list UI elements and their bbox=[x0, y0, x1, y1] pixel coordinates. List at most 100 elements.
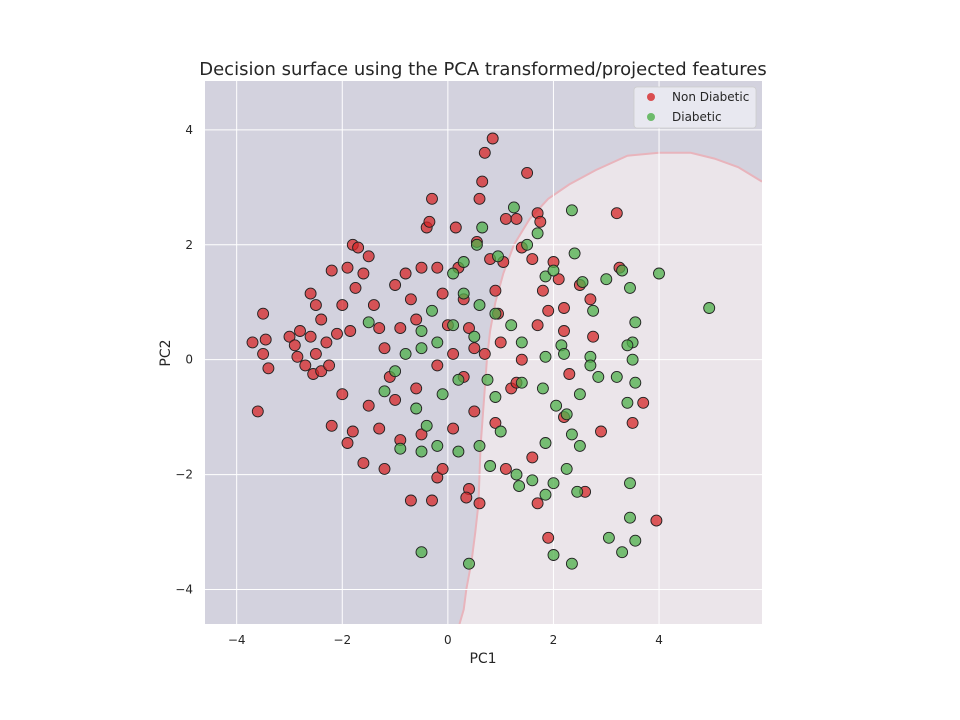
point-non-diabetic bbox=[489, 416, 502, 429]
point-non-diabetic bbox=[315, 313, 328, 326]
plot-area bbox=[205, 81, 762, 624]
y-axis-ticks: −4 −2 0 2 4 bbox=[175, 123, 193, 597]
x-tick-label: −4 bbox=[228, 633, 246, 647]
point-non-diabetic bbox=[415, 428, 428, 441]
point-non-diabetic bbox=[552, 273, 565, 286]
chart-title: Decision surface using the PCA transform… bbox=[199, 59, 767, 80]
point-non-diabetic bbox=[309, 299, 322, 312]
point-diabetic bbox=[394, 442, 407, 455]
point-diabetic bbox=[621, 396, 634, 409]
point-diabetic bbox=[431, 336, 444, 349]
point-diabetic bbox=[481, 373, 494, 386]
point-non-diabetic bbox=[357, 267, 370, 280]
x-tick-label: 2 bbox=[550, 633, 558, 647]
point-diabetic bbox=[463, 557, 475, 570]
point-diabetic bbox=[378, 385, 391, 398]
point-non-diabetic bbox=[478, 347, 491, 360]
point-non-diabetic bbox=[373, 322, 386, 335]
point-non-diabetic bbox=[526, 451, 539, 464]
point-diabetic bbox=[584, 359, 597, 372]
point-diabetic bbox=[521, 238, 534, 251]
point-diabetic bbox=[531, 227, 544, 240]
point-non-diabetic bbox=[584, 293, 597, 306]
point-non-diabetic bbox=[436, 287, 449, 300]
point-diabetic bbox=[513, 480, 526, 493]
point-non-diabetic bbox=[431, 261, 444, 274]
point-diabetic bbox=[415, 546, 428, 559]
point-non-diabetic bbox=[558, 325, 570, 337]
point-diabetic bbox=[565, 557, 578, 570]
point-diabetic bbox=[703, 302, 716, 314]
point-non-diabetic bbox=[410, 382, 423, 395]
point-diabetic bbox=[558, 347, 570, 360]
point-non-diabetic bbox=[534, 215, 547, 228]
point-non-diabetic bbox=[389, 279, 402, 291]
scatter-points bbox=[246, 132, 716, 570]
point-diabetic bbox=[415, 445, 428, 458]
point-diabetic bbox=[539, 350, 552, 363]
point-non-diabetic bbox=[346, 425, 359, 438]
legend: Non Diabetic Diabetic bbox=[633, 86, 757, 129]
point-non-diabetic bbox=[373, 422, 386, 435]
legend-label-non-diabetic: Non Diabetic bbox=[672, 90, 749, 104]
point-non-diabetic bbox=[378, 462, 391, 475]
point-non-diabetic bbox=[304, 330, 317, 343]
point-diabetic bbox=[600, 273, 613, 286]
point-diabetic bbox=[489, 307, 502, 320]
point-diabetic bbox=[470, 238, 483, 251]
point-non-diabetic bbox=[531, 319, 544, 332]
x-tick-label: −2 bbox=[333, 633, 351, 647]
point-diabetic bbox=[653, 267, 665, 280]
point-non-diabetic bbox=[637, 396, 650, 409]
point-non-diabetic bbox=[650, 514, 663, 527]
point-diabetic bbox=[576, 276, 589, 289]
point-diabetic bbox=[510, 468, 523, 481]
point-non-diabetic bbox=[246, 336, 259, 349]
point-non-diabetic bbox=[336, 299, 349, 312]
point-non-diabetic bbox=[423, 215, 436, 228]
point-non-diabetic bbox=[521, 166, 534, 179]
point-non-diabetic bbox=[404, 494, 417, 507]
point-diabetic bbox=[565, 204, 578, 217]
point-non-diabetic bbox=[362, 399, 375, 412]
point-non-diabetic bbox=[336, 388, 349, 401]
point-non-diabetic bbox=[468, 405, 481, 418]
point-non-diabetic bbox=[510, 212, 523, 225]
point-non-diabetic bbox=[344, 325, 357, 337]
point-diabetic bbox=[431, 439, 444, 452]
point-diabetic bbox=[362, 316, 375, 329]
point-diabetic bbox=[560, 408, 573, 421]
point-diabetic bbox=[389, 365, 402, 378]
point-diabetic bbox=[629, 316, 642, 329]
legend-marker-non-diabetic bbox=[647, 93, 655, 101]
point-diabetic bbox=[624, 511, 636, 524]
point-diabetic bbox=[616, 546, 629, 559]
point-non-diabetic bbox=[288, 339, 301, 352]
point-diabetic bbox=[536, 382, 549, 395]
legend-box bbox=[633, 86, 757, 129]
point-non-diabetic bbox=[587, 330, 600, 343]
point-non-diabetic bbox=[325, 419, 338, 432]
point-non-diabetic bbox=[299, 359, 312, 372]
point-diabetic bbox=[568, 247, 581, 260]
point-non-diabetic bbox=[473, 192, 486, 205]
point-non-diabetic bbox=[389, 393, 402, 406]
point-diabetic bbox=[507, 201, 520, 214]
point-diabetic bbox=[571, 485, 584, 498]
point-diabetic bbox=[505, 319, 518, 332]
point-diabetic bbox=[565, 428, 578, 441]
point-non-diabetic bbox=[499, 462, 512, 475]
point-non-diabetic bbox=[436, 462, 449, 475]
point-non-diabetic bbox=[489, 284, 502, 297]
y-tick-label: 2 bbox=[185, 238, 193, 252]
point-diabetic bbox=[457, 287, 470, 300]
point-non-diabetic bbox=[536, 284, 549, 297]
point-non-diabetic bbox=[449, 221, 462, 234]
point-non-diabetic bbox=[626, 416, 639, 429]
point-non-diabetic bbox=[341, 437, 354, 449]
point-non-diabetic bbox=[357, 457, 370, 470]
point-non-diabetic bbox=[595, 425, 607, 438]
point-non-diabetic bbox=[323, 359, 336, 372]
point-non-diabetic bbox=[447, 347, 460, 360]
